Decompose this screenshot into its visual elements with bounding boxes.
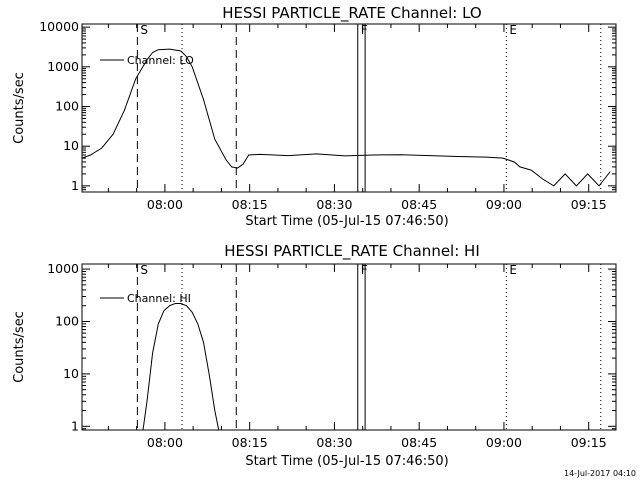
x-tick-label: 08:45 [401,197,437,212]
x-tick-label: 09:15 [571,197,607,212]
panel-lo-legend: Channel: LO [100,54,194,67]
x-tick-label: 09:00 [486,435,522,450]
panel-hi-series [142,303,220,431]
panel-lo-series [81,48,611,187]
panel-lo-y-ticks: 1 10 100 1000 10000 [39,19,616,193]
y-tick-label: 1000 [47,59,79,74]
event-marker-label: E [509,263,517,277]
event-marker-label: S [140,23,148,37]
x-tick-label: 08:30 [316,197,352,212]
panel-lo-xlabel: Start Time (05-Jul-15 07:46:50) [245,214,448,229]
y-tick-label: 1000 [47,261,79,276]
event-marker-label: F [361,23,368,37]
y-tick-label: 10 [63,366,79,381]
y-tick-label: 10 [63,138,79,153]
x-tick-label: 08:00 [147,197,183,212]
event-marker-label: E [509,23,517,37]
y-tick-label: 100 [55,98,79,113]
x-tick-label: 08:15 [232,435,268,450]
event-marker-label: S [140,263,148,277]
x-tick-label: 09:00 [486,197,522,212]
y-tick-label: 100 [55,313,79,328]
legend-label-hi: Channel: HI [127,292,191,305]
panel-lo-ylabel: Counts/sec [12,72,27,144]
panel-lo-x-ticks: 08:00 08:15 08:30 08:45 09:00 09:15 [107,24,607,212]
y-tick-label: 1 [71,178,79,193]
y-tick-label: 1 [71,418,79,433]
panel-lo-title: HESSI PARTICLE_RATE Channel: LO [222,4,481,23]
x-tick-label: 08:45 [401,435,437,450]
panel-hi-ylabel: Counts/sec [12,311,27,383]
x-tick-label: 09:15 [571,435,607,450]
x-tick-label: 08:15 [232,197,268,212]
panel-hi-frame [81,263,617,431]
panel-hi-y-ticks: 1 10 100 1000 [47,261,616,433]
panel-hi-legend: Channel: HI [100,292,191,305]
series-line [81,48,611,187]
legend-label-lo: Channel: LO [127,54,194,67]
x-tick-label: 08:30 [316,435,352,450]
panel-hi-xlabel: Start Time (05-Jul-15 07:46:50) [245,454,448,469]
y-tick-label: 10000 [39,19,79,34]
footer-timestamp: 14-Jul-2017 04:10 [564,469,636,478]
event-marker-label: F [361,263,368,277]
panel-hi-title: HESSI PARTICLE_RATE Channel: HI [224,242,480,261]
series-line [142,303,220,431]
x-tick-label: 08:00 [147,435,183,450]
panel-hi-x-ticks: 08:00 08:15 08:30 08:45 09:00 09:15 [107,264,607,450]
